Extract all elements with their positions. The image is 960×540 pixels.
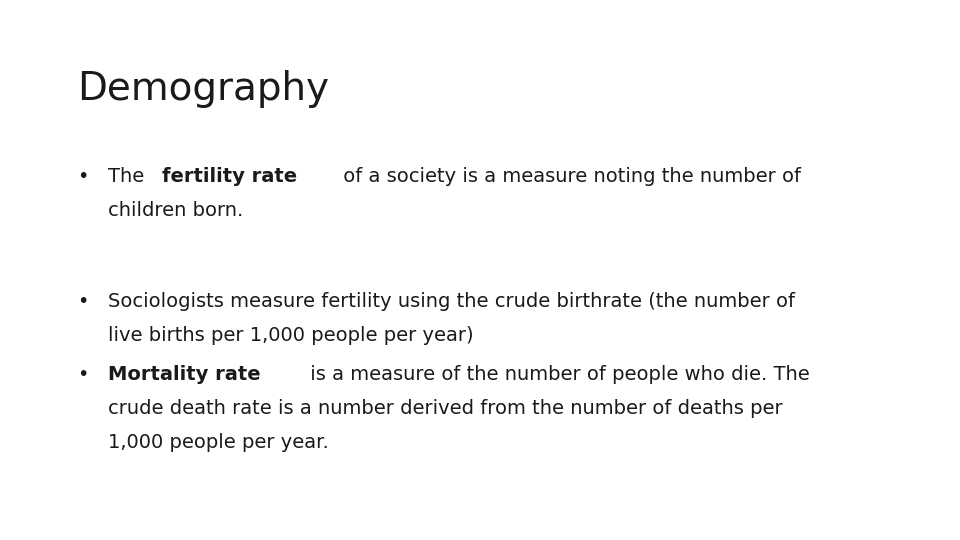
- Text: Demography: Demography: [77, 70, 328, 108]
- Text: •: •: [77, 292, 88, 310]
- Text: Sociologists measure fertility using the crude birthrate (the number of: Sociologists measure fertility using the…: [108, 292, 795, 310]
- Text: of a society is a measure noting the number of: of a society is a measure noting the num…: [337, 167, 801, 186]
- Text: is a measure of the number of people who die. The: is a measure of the number of people who…: [304, 364, 810, 383]
- Text: •: •: [77, 167, 88, 186]
- Text: •: •: [77, 364, 88, 383]
- Text: fertility rate: fertility rate: [162, 167, 298, 186]
- Text: live births per 1,000 people per year): live births per 1,000 people per year): [108, 326, 473, 345]
- Text: 1,000 people per year.: 1,000 people per year.: [108, 433, 328, 451]
- Text: crude death rate is a number derived from the number of deaths per: crude death rate is a number derived fro…: [108, 399, 782, 417]
- Text: children born.: children born.: [108, 201, 243, 220]
- Text: The: The: [108, 167, 150, 186]
- Text: Mortality rate: Mortality rate: [108, 364, 260, 383]
